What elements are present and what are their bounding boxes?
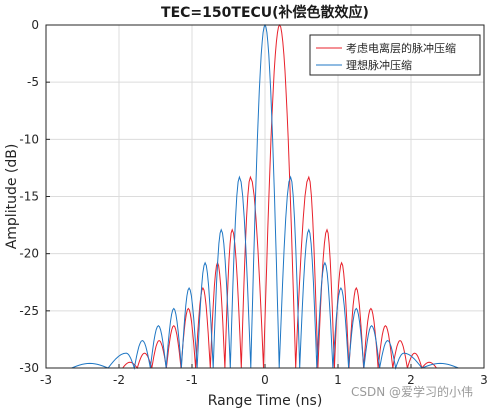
y-tick-label: -30 bbox=[19, 361, 39, 375]
y-tick-label: -20 bbox=[19, 247, 39, 261]
x-tick-label: 3 bbox=[480, 373, 488, 387]
y-tick-label: 0 bbox=[31, 18, 39, 32]
y-tick-label: -10 bbox=[19, 132, 39, 146]
x-tick-label: 2 bbox=[407, 373, 415, 387]
watermark-text: CSDN @爱学习的小伟 bbox=[350, 385, 473, 399]
x-tick-label: -1 bbox=[186, 373, 198, 387]
x-tick-label: 0 bbox=[261, 373, 269, 387]
x-tick-label: -3 bbox=[40, 373, 52, 387]
x-tick-label: -2 bbox=[113, 373, 125, 387]
x-axis-label: Range Time (ns) bbox=[208, 393, 323, 409]
chart-title: TEC=150TECU(补偿色散效应) bbox=[161, 4, 369, 21]
legend-entry-label: 理想脉冲压缩 bbox=[346, 58, 412, 72]
legend-entry-label: 考虑电离层的脉冲压缩 bbox=[346, 41, 456, 55]
x-tick-label: 1 bbox=[334, 373, 342, 387]
y-tick-label: -15 bbox=[19, 190, 39, 204]
legend-box bbox=[309, 34, 481, 76]
tick-labels: -3 -2 -1 0 1 2 30-5-10-15-20-25-30 bbox=[19, 18, 487, 387]
y-tick-label: -25 bbox=[19, 304, 39, 318]
y-tick-label: -5 bbox=[27, 75, 39, 89]
y-axis-label: Amplitude (dB) bbox=[4, 144, 20, 250]
